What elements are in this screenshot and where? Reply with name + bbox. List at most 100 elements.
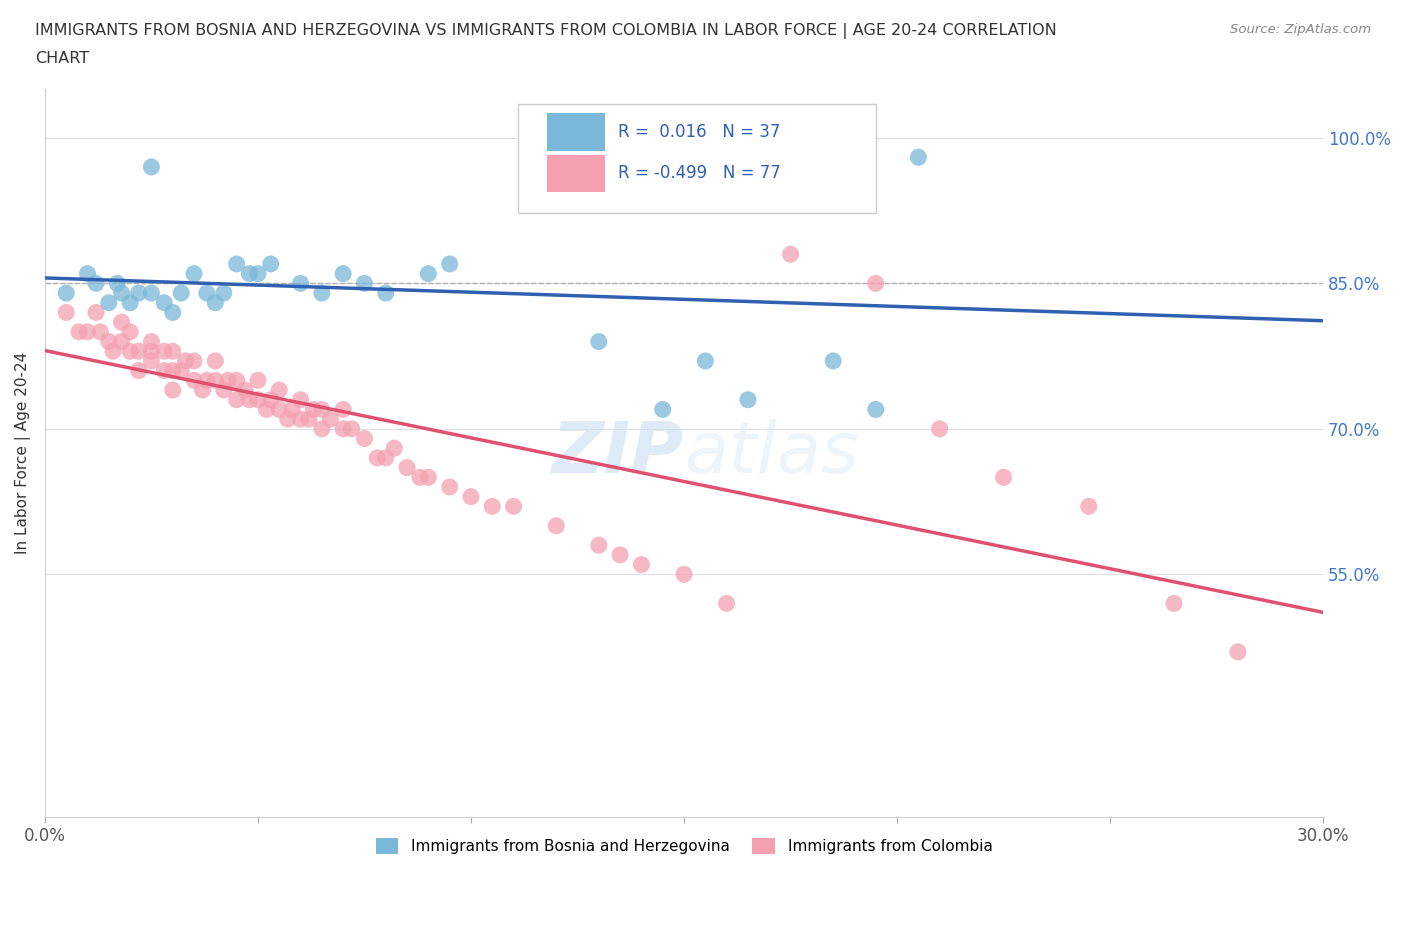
Point (382, 441, 405, 456)
Point (298, 412, 321, 427)
Point (567, 150, 589, 165)
Point (101, 344, 124, 359)
Point (277, 412, 299, 427)
Point (55, 305, 77, 320)
Point (269, 402, 291, 417)
Point (76, 266, 98, 281)
Point (319, 412, 342, 427)
Point (353, 276, 375, 291)
Text: ZIP: ZIP (551, 418, 683, 487)
Point (162, 344, 184, 359)
Point (311, 402, 333, 417)
Point (865, 402, 887, 417)
Point (120, 296, 142, 311)
Point (1077, 499, 1099, 514)
Point (716, 596, 738, 611)
Point (67, 325, 90, 339)
Point (105, 276, 128, 291)
Point (217, 373, 239, 388)
Point (290, 392, 312, 407)
Point (281, 402, 304, 417)
Point (340, 421, 363, 436)
Point (1163, 596, 1185, 611)
Point (110, 314, 132, 329)
Point (128, 344, 150, 359)
Text: Source: ZipAtlas.com: Source: ZipAtlas.com (1230, 23, 1371, 36)
Point (439, 257, 461, 272)
Point (409, 470, 432, 485)
Point (353, 432, 375, 446)
Point (162, 364, 184, 379)
Point (651, 402, 673, 417)
Point (366, 450, 388, 465)
Point (141, 286, 163, 300)
Text: IMMIGRANTS FROM BOSNIA AND HERZEGOVINA VS IMMIGRANTS FROM COLOMBIA IN LABOR FORC: IMMIGRANTS FROM BOSNIA AND HERZEGOVINA V… (35, 23, 1057, 39)
Point (141, 344, 163, 359)
Y-axis label: In Labor Force | Age 20-24: In Labor Force | Age 20-24 (15, 352, 31, 554)
Point (212, 286, 235, 300)
Point (907, 150, 929, 165)
Point (84, 305, 107, 320)
Point (183, 353, 205, 368)
Point (195, 373, 218, 388)
Point (246, 373, 269, 388)
Point (76, 325, 98, 339)
Point (418, 266, 440, 281)
Point (141, 353, 163, 368)
Point (97, 296, 120, 311)
Point (183, 266, 205, 281)
Point (89, 325, 111, 339)
Point (302, 402, 325, 417)
Point (170, 364, 193, 379)
Point (238, 266, 260, 281)
Point (823, 353, 845, 368)
Point (246, 266, 269, 281)
Point (481, 499, 503, 514)
Point (153, 364, 176, 379)
Point (374, 286, 396, 300)
Point (672, 566, 695, 581)
Point (141, 334, 163, 349)
Point (162, 382, 184, 397)
Point (120, 325, 142, 339)
Point (630, 557, 652, 572)
FancyBboxPatch shape (517, 104, 876, 213)
Legend: Immigrants from Bosnia and Herzegovina, Immigrants from Colombia: Immigrants from Bosnia and Herzegovina, … (370, 831, 998, 860)
Point (153, 296, 176, 311)
Point (204, 296, 226, 311)
Point (153, 344, 176, 359)
Point (204, 373, 226, 388)
Point (246, 392, 269, 407)
Text: CHART: CHART (35, 51, 89, 66)
Point (120, 344, 142, 359)
Point (460, 489, 482, 504)
Point (439, 480, 461, 495)
Point (1226, 644, 1249, 659)
Point (311, 421, 333, 436)
Point (993, 470, 1015, 485)
Point (128, 286, 150, 300)
Point (162, 305, 184, 320)
Point (737, 392, 759, 407)
Point (233, 382, 256, 397)
Point (110, 286, 132, 300)
Point (332, 402, 354, 417)
Point (332, 421, 354, 436)
Point (141, 160, 163, 175)
Point (183, 373, 205, 388)
Point (260, 257, 283, 272)
Point (269, 382, 291, 397)
Point (609, 548, 631, 563)
Point (55, 286, 77, 300)
Point (311, 286, 333, 300)
Point (212, 382, 235, 397)
Point (332, 266, 354, 281)
Point (502, 499, 524, 514)
FancyBboxPatch shape (547, 154, 605, 193)
Point (225, 392, 247, 407)
FancyBboxPatch shape (547, 113, 605, 151)
Point (546, 518, 568, 533)
Text: R = -0.499   N = 77: R = -0.499 N = 77 (617, 165, 780, 182)
Point (290, 412, 312, 427)
Point (418, 470, 440, 485)
